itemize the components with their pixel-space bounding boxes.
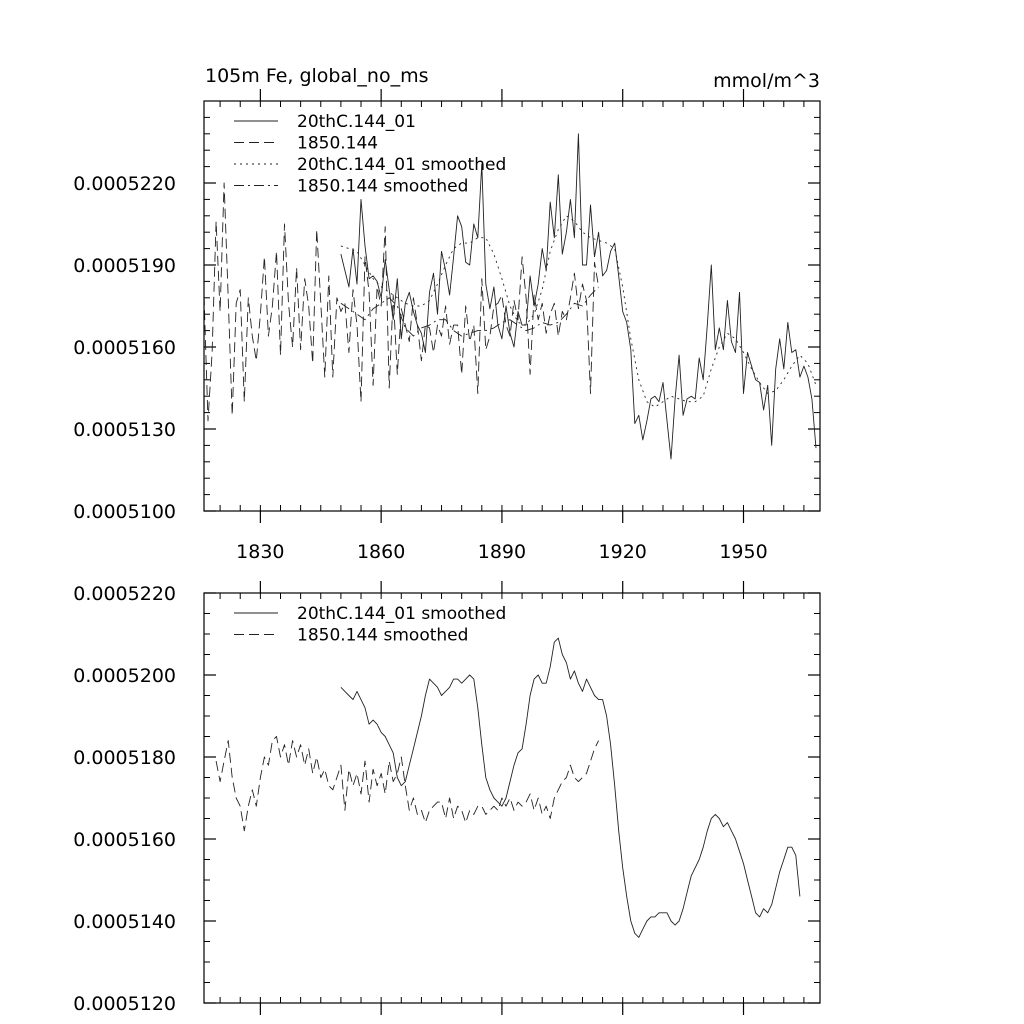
top-x-tick-label: 1920 (599, 541, 647, 563)
top-y-tick-label: 0.0005220 (73, 173, 176, 195)
bottom-panel: 0.0005120 0.0005140 0.0005160 0.0005180 0.00… (73, 581, 821, 1015)
top-series-group (203, 133, 817, 460)
top-x-tick-label: 1890 (478, 541, 526, 563)
bottom-y-tick-label: 0.0005200 (73, 665, 176, 687)
bottom-y-tick-label: 0.0005140 (73, 911, 176, 933)
top-legend-label: 1850.144 (297, 134, 378, 154)
bottom-ticks: 0.0005120 0.0005140 0.0005160 0.0005180 0.00… (73, 581, 820, 1015)
top-series-3-line (340, 215, 817, 408)
bottom-series-1-line (340, 637, 801, 938)
top-legend-label: 20thC.144_01 smoothed (297, 155, 506, 175)
top-chart-units: mmol/m^3 (713, 70, 820, 92)
top-y-tick-label: 0.0005100 (73, 501, 176, 523)
bottom-series-2-line (215, 736, 600, 832)
top-x-tick-label: 1830 (236, 541, 284, 563)
bottom-y-tick-label: 0.0005120 (73, 993, 176, 1015)
top-legend-label: 1850.144 smoothed (297, 177, 468, 197)
top-plot-frame (203, 100, 821, 512)
top-x-tick-label: 1950 (719, 541, 767, 563)
top-legend-label: 20thC.144_01 (297, 112, 416, 132)
top-ticks: 0.0005100 0.0005130 0.0005160 0.0005190 0.00… (73, 89, 820, 563)
bottom-y-tick-label: 0.0005180 (73, 747, 176, 769)
bottom-legend-label: 20thC.144_01 smoothed (297, 604, 506, 624)
bottom-y-tick-label: 0.0005220 (73, 583, 176, 605)
top-series-2-line (203, 182, 600, 422)
top-series-4-line (340, 286, 599, 337)
top-chart-title: 105m Fe, global_no_ms (205, 65, 429, 87)
bottom-legend-label: 1850.144 smoothed (297, 626, 468, 646)
top-y-tick-label: 0.0005190 (73, 255, 176, 277)
top-panel: 105m Fe, global_no_ms mmol/m^3 0.0005100… (73, 65, 821, 563)
bottom-series-group (215, 637, 801, 938)
top-x-tick-label: 1860 (357, 541, 405, 563)
top-y-tick-label: 0.0005130 (73, 419, 176, 441)
bottom-plot-frame (203, 592, 821, 1004)
top-series-1-line (340, 133, 817, 460)
bottom-y-tick-label: 0.0005160 (73, 829, 176, 851)
top-y-tick-label: 0.0005160 (73, 337, 176, 359)
